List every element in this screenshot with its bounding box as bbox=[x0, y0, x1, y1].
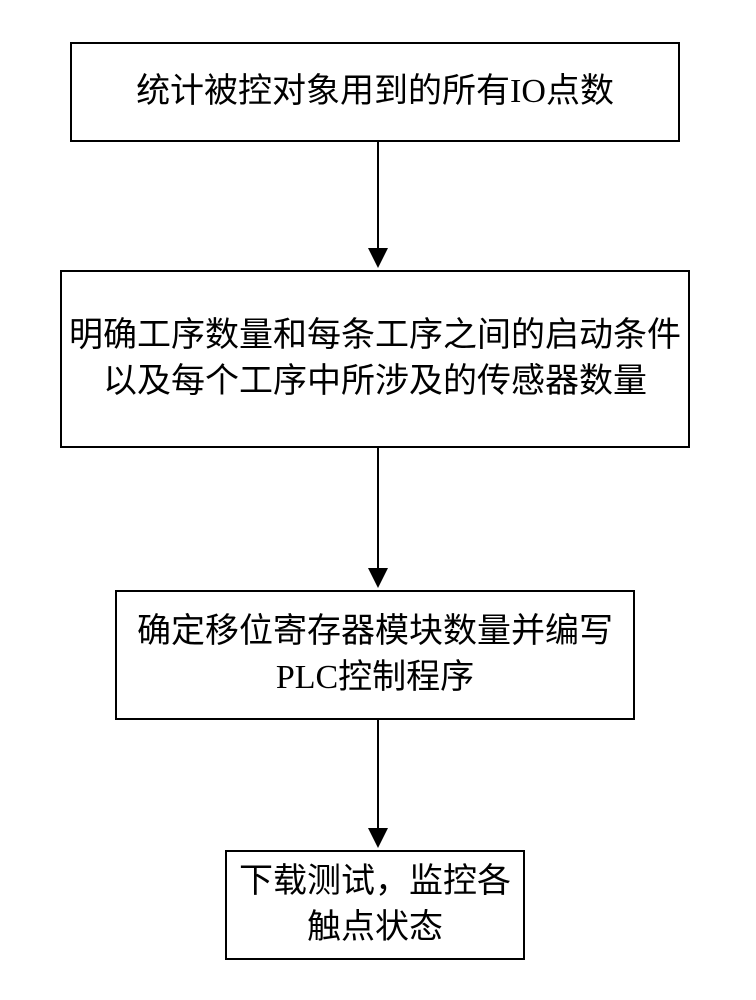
flow-node-2: 明确工序数量和每条工序之间的启动条件以及每个工序中所涉及的传感器数量 bbox=[60, 270, 690, 448]
flow-node-4: 下载测试，监控各触点状态 bbox=[225, 850, 525, 960]
flow-node-2-label: 明确工序数量和每条工序之间的启动条件以及每个工序中所涉及的传感器数量 bbox=[62, 309, 688, 409]
flow-node-3-label: 确定移位寄存器模块数量并编写PLC控制程序 bbox=[117, 605, 633, 705]
flow-node-4-label: 下载测试，监控各触点状态 bbox=[227, 855, 523, 955]
flow-node-3: 确定移位寄存器模块数量并编写PLC控制程序 bbox=[115, 590, 635, 720]
flow-node-1: 统计被控对象用到的所有IO点数 bbox=[70, 42, 680, 142]
flow-node-1-label: 统计被控对象用到的所有IO点数 bbox=[130, 65, 620, 119]
flowchart-canvas: 统计被控对象用到的所有IO点数 明确工序数量和每条工序之间的启动条件以及每个工序… bbox=[0, 0, 756, 1000]
